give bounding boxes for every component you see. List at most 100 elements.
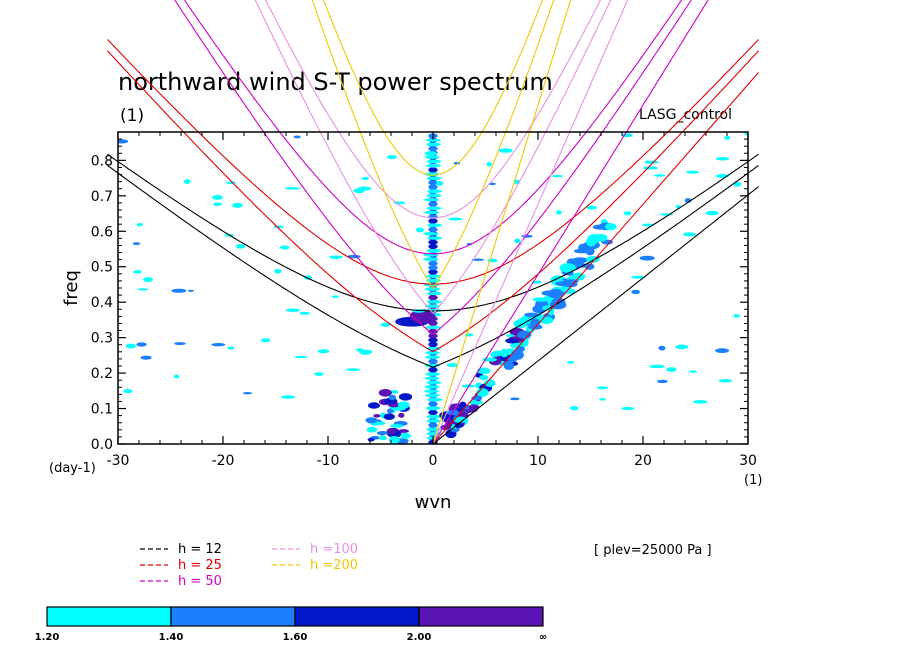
power-cell-scatter: [510, 397, 520, 401]
power-cell-westward: [367, 402, 380, 409]
power-cell-scatter: [357, 186, 372, 191]
legend-label: h = 25: [178, 558, 222, 573]
power-cell-eastward: [549, 300, 567, 310]
power-cell-scatter: [137, 288, 149, 291]
power-cell-eastward: [547, 288, 564, 299]
power-cell-scatter: [733, 181, 742, 187]
power-cell-scatter: [586, 205, 597, 210]
power-cell-wvn0-edge: [424, 155, 440, 159]
dispersion-curves: [107, 0, 759, 445]
power-cell-scatter: [471, 258, 485, 261]
power-cell-scatter: [514, 238, 521, 244]
power-cell-wvn0-edge: [427, 189, 442, 193]
power-cell-eastward: [453, 416, 469, 423]
power-cell-eastward: [555, 280, 572, 287]
power-cell-eastward: [459, 401, 467, 408]
power-cell-westward: [366, 426, 378, 433]
power-cell-scatter: [715, 348, 730, 354]
power-cell-scatter: [260, 338, 271, 343]
power-cell-scatter: [314, 372, 324, 376]
power-cell-scatter: [653, 174, 666, 177]
power-cell-scatter: [183, 179, 191, 184]
power-cell-wvn0: [428, 337, 438, 343]
power-cell-scatter: [279, 245, 290, 250]
power-cell-wvn0: [428, 409, 438, 415]
power-cell-scatter: [693, 400, 708, 404]
y-tick-label: 0.4: [91, 295, 113, 311]
power-cell-scatter: [596, 386, 609, 390]
power-cell-scatter: [715, 156, 730, 161]
y-tick-label: 0.7: [91, 189, 113, 205]
power-cell-eastward: [469, 399, 483, 406]
power-cell-wvn0-edge: [425, 406, 441, 410]
power-cell-westward: [388, 394, 397, 401]
power-cell-wvn0-edge: [424, 210, 440, 215]
power-cell-westward: [390, 390, 399, 394]
power-cell-wvn0-edge: [424, 385, 440, 389]
power-cell-eastward: [479, 375, 489, 381]
power-cell-scatter: [281, 395, 296, 399]
colorbar: 1.20 1.40 1.60 2.00 ∞: [35, 606, 547, 643]
legend-label: h = 12: [178, 542, 222, 557]
mrg-curve-h200: [311, 0, 434, 289]
ig-curve-h200: [323, 0, 544, 176]
power-cell-scatter: [187, 289, 194, 292]
power-cell-wvn0-edge: [426, 163, 441, 168]
power-cell-scatter: [744, 132, 748, 136]
power-cell-wvn0-edge: [426, 414, 442, 419]
power-cell-wvn0-edge: [423, 257, 439, 262]
power-cell-scatter: [551, 174, 564, 178]
colorbar-swatch: [294, 606, 420, 627]
x-tick-label: 10: [529, 453, 547, 469]
ig-curve-h50: [183, 0, 683, 255]
power-cell-scatter: [639, 255, 655, 261]
power-cell-scatter: [125, 343, 136, 349]
y-tick-label: 0.8: [91, 153, 113, 169]
legend-label: h =100: [310, 542, 358, 557]
power-cell-scatter: [380, 322, 391, 327]
y-tick-label: 0.0: [91, 437, 113, 453]
plev-note: [ plev=25000 Pa ]: [594, 543, 712, 558]
power-cell-scatter: [242, 392, 253, 395]
power-cell-eastward: [605, 223, 617, 231]
x-unit-label: (1): [744, 473, 762, 488]
power-cell-wvn0-edge: [426, 419, 442, 423]
power-cell-scatter: [498, 148, 513, 153]
power-cell-wvn0-edge: [426, 206, 442, 211]
power-cell-eastward: [594, 233, 608, 242]
power-cell-westward: [398, 412, 405, 418]
colorbar-label: ∞: [539, 632, 547, 643]
x-tick-label: 20: [634, 453, 652, 469]
power-cell-scatter: [118, 139, 129, 144]
power-cell-scatter: [649, 364, 665, 369]
power-cell-wvn0: [428, 180, 438, 186]
power-cell-eastward: [476, 367, 491, 375]
mrg-east-curve-h100: [432, 0, 612, 314]
power-cell-wvn0-edge: [425, 351, 441, 355]
power-cell-scatter: [293, 135, 301, 139]
power-cell-wvn0-edge: [426, 249, 442, 253]
power-cell-eastward: [515, 318, 528, 327]
power-cell-wvn0: [428, 265, 438, 271]
power-cell-westward: [386, 428, 397, 435]
power-cell-scatter: [448, 217, 463, 221]
power-cell-eastward: [524, 312, 539, 317]
power-cell-scatter: [285, 308, 300, 313]
power-cell-westward: [373, 413, 381, 418]
power-cell-wvn0-edge: [426, 176, 442, 181]
power-cell-eastward: [468, 404, 480, 411]
power-cell-scatter: [621, 406, 635, 411]
power-cell-wvn0: [428, 269, 438, 275]
power-cell-scatter: [331, 295, 339, 299]
power-cell-scatter: [424, 151, 437, 156]
colorbar-label: 2.00: [407, 632, 432, 643]
power-cell-westward: [379, 435, 387, 441]
power-cell-eastward: [499, 348, 509, 358]
y-tick-label: 0.6: [91, 224, 113, 240]
power-cell-wvn0: [428, 244, 438, 250]
power-cell-wvn0: [428, 261, 438, 267]
power-cell-eastward: [476, 388, 489, 397]
power-cell-scatter: [299, 311, 311, 315]
